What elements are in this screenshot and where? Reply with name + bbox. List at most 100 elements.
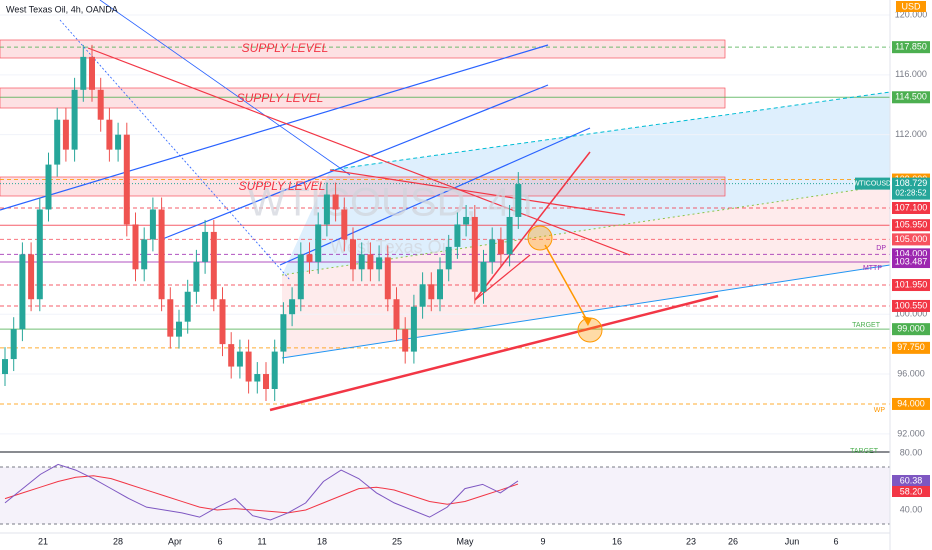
candle-body — [176, 321, 182, 337]
time-label: 11 — [257, 536, 266, 546]
candle-body — [210, 231, 217, 300]
rsi-ma-badge — [892, 486, 930, 497]
price-tick-label: 112.000 — [895, 129, 927, 139]
candle-body — [306, 254, 313, 262]
candle-body — [480, 261, 487, 292]
watermark: West Texas Oil — [330, 237, 449, 257]
candle-body — [219, 299, 226, 345]
price-label: 105.950 — [895, 220, 928, 230]
rsi-ma-value: 58.20 — [900, 486, 923, 496]
candle-body — [419, 284, 426, 307]
price-axis — [890, 0, 932, 550]
time-label: May — [456, 536, 474, 546]
candle-body — [350, 239, 356, 270]
price-tick-label: 92.000 — [897, 428, 925, 438]
candle-body — [245, 351, 252, 382]
symbol: WTICOUSD — [853, 180, 891, 187]
candle-body — [184, 291, 191, 322]
price-badge — [892, 323, 930, 336]
price-badge — [892, 41, 930, 54]
candle-body — [384, 257, 391, 300]
line-tag: TARGET — [852, 322, 881, 329]
candle-body — [36, 209, 43, 300]
rsi-tick-label: 80.00 — [900, 447, 923, 457]
price-badge — [892, 397, 930, 410]
zone-label: SUPPLY LEVEL — [239, 179, 326, 193]
candle-body — [410, 306, 417, 352]
candle-body — [202, 231, 209, 262]
last-price-badge — [892, 177, 930, 200]
time-label: 6 — [833, 536, 838, 546]
zone-label: SUPPLY LEVEL — [242, 41, 329, 55]
candle-body — [80, 56, 87, 90]
price-tick-label: 96.000 — [897, 368, 925, 378]
candle-body — [28, 254, 35, 300]
candles — [2, 44, 522, 401]
candle-body — [437, 269, 443, 300]
price-label: 104.000 — [895, 249, 928, 259]
candle-body — [297, 254, 304, 300]
rsi-ma-line — [4, 475, 519, 514]
rsi-line — [4, 463, 519, 521]
price-label: 97.750 — [897, 342, 925, 352]
candle-body — [167, 299, 174, 337]
candle-body — [341, 209, 348, 240]
candle-body — [515, 184, 522, 217]
candle-body — [89, 56, 95, 90]
candle-body — [10, 329, 17, 360]
price-badge — [892, 91, 930, 104]
candle-body — [2, 359, 8, 375]
last-price: 108.729 — [895, 178, 928, 188]
candle-body — [289, 299, 296, 315]
supply-zone — [0, 87, 726, 109]
candle-body — [402, 329, 409, 352]
candle-body — [332, 194, 339, 210]
rsi-tick-label: 40.00 — [900, 504, 923, 514]
candle-body — [54, 119, 61, 165]
price-axis-labels: 120.000 116.000 112.000 100.000 96.000 92.000… — [850, 9, 930, 514]
candle-body — [228, 344, 235, 367]
price-tick-label: 116.000 — [895, 69, 927, 79]
candle-body — [97, 89, 104, 120]
line-tag: WP — [874, 407, 886, 414]
candle-body — [115, 134, 122, 150]
time-label: 18 — [317, 536, 327, 546]
candle-body — [367, 254, 374, 270]
price-tick-label: 100.000 — [895, 309, 928, 319]
rsi-value: 60.38 — [900, 475, 923, 485]
supply-zone — [0, 39, 726, 59]
candle-body — [236, 351, 243, 367]
candle-body — [123, 134, 130, 225]
candle-body — [158, 209, 165, 300]
price-label: 117.850 — [895, 42, 927, 52]
candle-body — [463, 216, 470, 225]
candle-body — [71, 89, 78, 150]
candle-body — [393, 299, 400, 330]
time-label: 6 — [217, 536, 222, 546]
rsi-pane — [4, 463, 519, 521]
rsi-badge — [892, 475, 930, 486]
time-label: 9 — [540, 536, 545, 546]
candle-body — [193, 261, 200, 292]
time-label: Apr — [168, 536, 182, 546]
price-label: 114.500 — [895, 92, 927, 102]
price-label: 105.000 — [895, 234, 928, 244]
price-label: 101.950 — [895, 279, 928, 289]
candle-body — [358, 254, 365, 270]
price-tick-label: 120.000 — [895, 9, 928, 19]
time-label: 21 — [38, 536, 48, 546]
watermark: WTICOUSD, 4h — [248, 181, 532, 225]
channel-lower — [282, 185, 890, 358]
price-label: 94.000 — [897, 398, 925, 408]
countdown: 02:28:52 — [895, 189, 927, 198]
symbol-badge — [855, 177, 890, 190]
candle-body — [149, 209, 156, 240]
line-tag: MTTP — [863, 265, 882, 272]
price-badge — [892, 248, 930, 261]
time-label: 25 — [392, 536, 402, 546]
candle-body — [323, 194, 330, 225]
price-label: 107.100 — [895, 202, 928, 212]
